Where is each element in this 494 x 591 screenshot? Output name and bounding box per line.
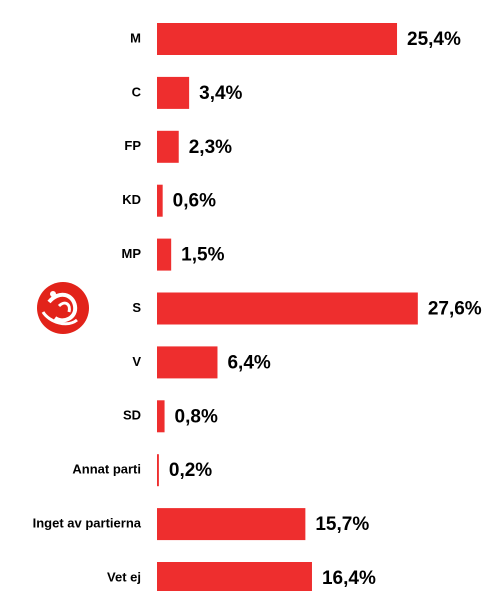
category-label: S: [132, 300, 141, 315]
value-label: 0,2%: [169, 460, 212, 481]
category-label: Annat parti: [72, 462, 141, 477]
category-label: MP: [122, 246, 142, 261]
bar: [157, 184, 163, 217]
category-label: M: [130, 30, 141, 45]
category-label: Vet ej: [107, 569, 141, 584]
category-label: FP: [124, 138, 141, 153]
value-label: 0,8%: [175, 406, 218, 427]
category-label: V: [132, 354, 141, 369]
bar: [157, 23, 398, 55]
value-label: 25,4%: [407, 29, 461, 50]
value-label: 1,5%: [181, 245, 224, 266]
value-label: 3,4%: [199, 83, 242, 104]
bar: [157, 400, 165, 433]
party-logo: [37, 282, 89, 334]
value-label: 6,4%: [227, 352, 270, 373]
value-label: 0,6%: [173, 191, 216, 212]
category-label: KD: [122, 192, 141, 207]
bar: [157, 562, 312, 591]
bar: [157, 346, 218, 379]
value-label: 27,6%: [428, 299, 482, 320]
bar: [157, 76, 190, 109]
bar: [157, 238, 172, 271]
value-label: 2,3%: [189, 137, 232, 158]
category-label: SD: [123, 408, 141, 423]
value-label: 16,4%: [322, 568, 376, 589]
bar: [157, 292, 418, 325]
bar: [157, 508, 306, 541]
category-label: Inget av partierna: [33, 516, 142, 531]
bar: [157, 454, 159, 487]
bar: [157, 130, 179, 163]
category-label: C: [132, 84, 142, 99]
value-label: 15,7%: [315, 514, 369, 535]
